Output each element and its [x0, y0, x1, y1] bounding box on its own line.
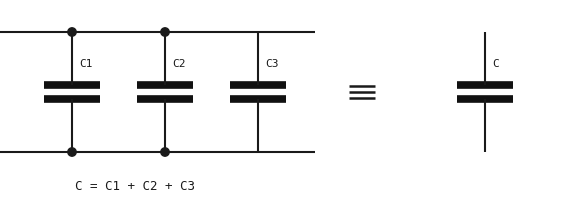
- Text: C2: C2: [172, 59, 186, 69]
- Circle shape: [68, 148, 76, 156]
- Text: C: C: [492, 59, 499, 69]
- Circle shape: [161, 148, 169, 156]
- Circle shape: [68, 28, 76, 36]
- Circle shape: [161, 28, 169, 36]
- Text: C3: C3: [265, 59, 278, 69]
- Text: C = C1 + C2 + C3: C = C1 + C2 + C3: [75, 180, 195, 193]
- Text: C1: C1: [79, 59, 93, 69]
